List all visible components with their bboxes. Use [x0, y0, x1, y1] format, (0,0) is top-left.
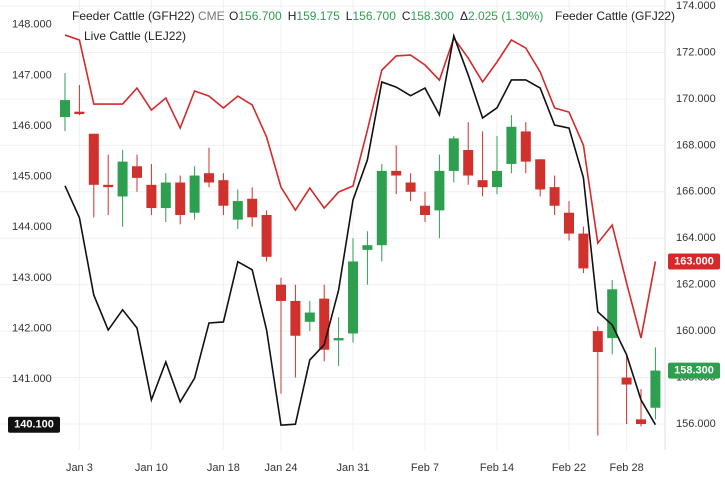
candle-body [506, 126, 517, 164]
candle-body [578, 233, 589, 269]
legend-main: Feeder Cattle (GFH22) [72, 9, 195, 23]
y-tick-label: 144.000 [12, 221, 52, 233]
y2-tick-label: 168.000 [676, 139, 716, 151]
x-tick-label: Jan 18 [207, 462, 240, 474]
value-badge-label: 158.300 [674, 364, 714, 376]
candle-body [103, 184, 114, 188]
x-tick-label: Jan 10 [135, 462, 168, 474]
info-key: C [402, 9, 411, 23]
candle-body [132, 166, 142, 178]
info-key: H [288, 9, 297, 23]
y2-tick-label: 172.000 [676, 46, 716, 58]
info-value: 156.700 [352, 9, 396, 23]
y2-tick-label: 166.000 [676, 186, 716, 198]
line [64, 34, 657, 339]
legend-red: Feeder Cattle (GFJ22) [555, 9, 675, 23]
candle-body [520, 131, 531, 162]
candle-body [636, 419, 646, 424]
value-badge-label: 163.000 [674, 255, 714, 267]
line [64, 32, 657, 427]
candle-body [304, 312, 315, 322]
candle-body [535, 159, 546, 190]
candle-body [362, 245, 373, 250]
value-badge-label: 140.100 [14, 419, 54, 431]
candle-body [549, 187, 560, 206]
y2-tick-label: 162.000 [676, 279, 716, 291]
candle-body [391, 170, 402, 176]
plot [60, 32, 661, 436]
candle-body [420, 205, 430, 216]
candle-body [247, 198, 258, 218]
candle-body [319, 298, 330, 350]
candle-body [74, 111, 85, 115]
y2-tick-label: 164.000 [676, 232, 716, 244]
y2-tick-label: 160.000 [676, 325, 716, 337]
value-badge [668, 362, 720, 379]
x-tick-label: Feb 14 [480, 462, 514, 474]
candle-body [376, 170, 387, 246]
candle-body [434, 170, 445, 211]
candle-body [564, 212, 574, 234]
info-key: L [346, 9, 353, 23]
x-tick-label: Jan 3 [66, 462, 93, 474]
y-tick-label: 147.000 [12, 69, 52, 81]
candle-body [88, 133, 99, 185]
x-tick-label: Feb 7 [411, 462, 439, 474]
ohlc-info: O 156.700 H 159.175 L 156.700 C 158.300 Δ 2.025 (… [229, 9, 543, 23]
x-tick-label: Feb 22 [552, 462, 586, 474]
candle-body [477, 180, 488, 188]
candle-body [348, 261, 358, 334]
candle-body [463, 150, 474, 176]
x-tick-label: Feb 28 [609, 462, 643, 474]
legend-black: Live Cattle (LEJ22) [84, 29, 186, 43]
candle-body [204, 173, 214, 183]
value-badge [668, 253, 720, 270]
candle-body [160, 182, 171, 209]
candle-body [448, 138, 459, 171]
info-key: Δ [460, 9, 468, 23]
y-tick-label: 143.000 [12, 272, 52, 284]
info-key: O [229, 9, 238, 23]
candle-body [650, 370, 661, 408]
exchange: CME [198, 9, 225, 23]
candle-body [607, 289, 618, 339]
x-tick-label: Jan 31 [336, 462, 369, 474]
candle-body [261, 215, 272, 257]
candle-body [492, 170, 502, 188]
info-value: 156.700 [238, 9, 282, 23]
candle-body [218, 180, 229, 206]
x-tick-label: Jan 24 [264, 462, 297, 474]
candle-body [232, 201, 243, 220]
y2-tick-label: 156.000 [676, 418, 716, 430]
info-value: 159.175 [296, 9, 340, 23]
y-tick-label: 141.000 [12, 373, 52, 385]
info-value: 158.300 [411, 9, 455, 23]
candle-body [405, 182, 416, 192]
candle-body [621, 377, 632, 385]
candle-body [333, 338, 344, 341]
candle-body [117, 161, 128, 197]
candle-body [290, 300, 301, 336]
candle-body [175, 182, 186, 216]
candle-body [276, 284, 286, 301]
candle-body [592, 331, 603, 353]
y2-tick-label: 174.000 [676, 0, 716, 12]
y-tick-label: 146.000 [12, 120, 52, 132]
info-value: 2.025 (1.30%) [468, 9, 543, 23]
y-tick-label: 148.000 [12, 19, 52, 31]
y-tick-label: 142.000 [12, 322, 52, 334]
y-tick-label: 145.000 [12, 171, 52, 183]
candle-body [189, 175, 200, 213]
candle-body [146, 184, 157, 209]
y2-tick-label: 170.000 [676, 93, 716, 105]
candle-body [60, 100, 70, 118]
value-badge [8, 416, 60, 433]
